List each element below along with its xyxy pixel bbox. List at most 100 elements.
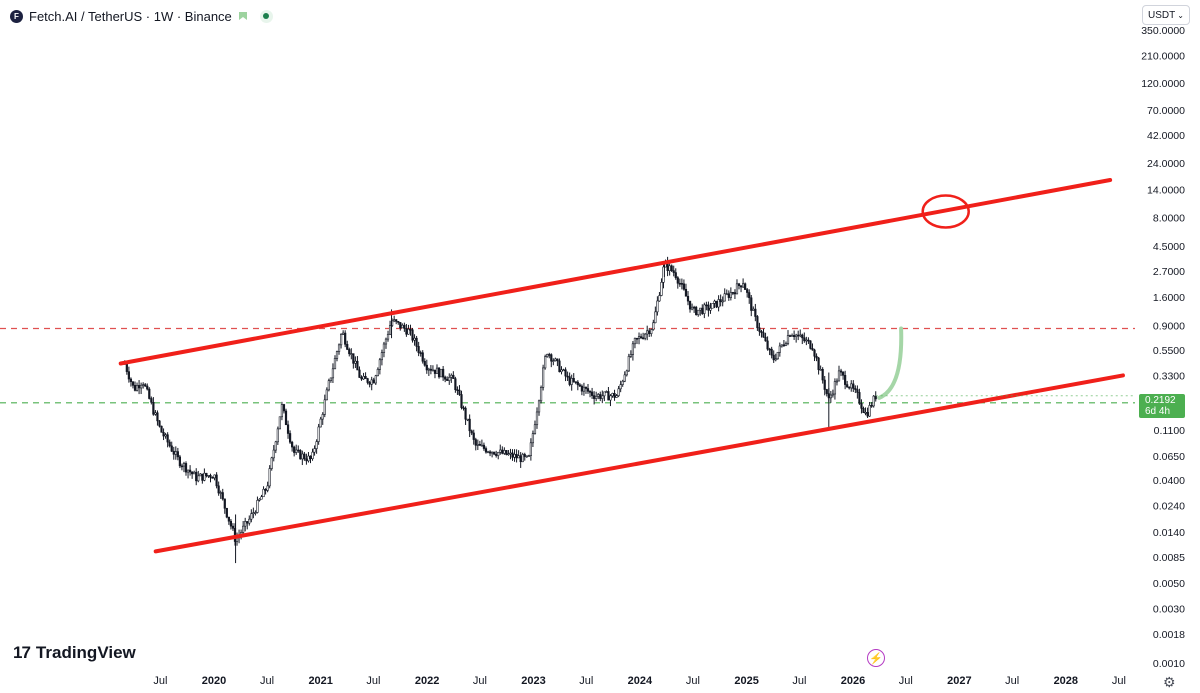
candle[interactable] bbox=[468, 414, 471, 438]
candle[interactable] bbox=[384, 337, 388, 349]
candle[interactable] bbox=[735, 279, 739, 295]
candle[interactable] bbox=[558, 358, 561, 373]
candle[interactable] bbox=[590, 387, 594, 399]
candle[interactable] bbox=[690, 303, 694, 311]
candle[interactable] bbox=[788, 334, 792, 337]
candle[interactable] bbox=[450, 373, 453, 383]
candle[interactable] bbox=[409, 324, 412, 336]
candle[interactable] bbox=[166, 432, 169, 448]
candle[interactable] bbox=[817, 356, 820, 375]
candle[interactable] bbox=[644, 332, 647, 341]
candle[interactable] bbox=[464, 406, 467, 425]
candle[interactable] bbox=[335, 350, 339, 362]
candle[interactable] bbox=[423, 358, 426, 367]
candle[interactable] bbox=[601, 390, 604, 404]
candle[interactable] bbox=[803, 332, 806, 343]
candle[interactable] bbox=[178, 454, 181, 469]
candle[interactable] bbox=[531, 430, 535, 448]
candle[interactable] bbox=[284, 408, 288, 426]
candle[interactable] bbox=[635, 337, 639, 345]
candle[interactable] bbox=[676, 276, 679, 289]
candle[interactable] bbox=[393, 315, 396, 323]
candle[interactable] bbox=[344, 330, 347, 348]
candle[interactable] bbox=[327, 378, 330, 392]
candle[interactable] bbox=[588, 390, 592, 398]
candle[interactable] bbox=[246, 521, 249, 530]
candle[interactable] bbox=[578, 383, 581, 388]
candle[interactable] bbox=[315, 439, 318, 454]
candle[interactable] bbox=[615, 394, 618, 398]
candle[interactable] bbox=[852, 380, 855, 393]
candle[interactable] bbox=[835, 378, 839, 386]
candle[interactable] bbox=[354, 356, 357, 369]
candle[interactable] bbox=[493, 451, 496, 456]
candle[interactable] bbox=[266, 481, 269, 493]
candle[interactable] bbox=[342, 330, 345, 335]
candle[interactable] bbox=[513, 449, 516, 462]
candle[interactable] bbox=[633, 337, 637, 349]
candle[interactable] bbox=[778, 342, 781, 357]
candle[interactable] bbox=[227, 516, 230, 525]
candle[interactable] bbox=[172, 446, 175, 460]
candle[interactable] bbox=[213, 474, 216, 481]
candle[interactable] bbox=[674, 268, 677, 280]
candle[interactable] bbox=[607, 386, 610, 401]
candle[interactable] bbox=[472, 429, 475, 445]
candle[interactable] bbox=[774, 353, 777, 362]
candle[interactable] bbox=[293, 445, 296, 457]
candle[interactable] bbox=[148, 387, 151, 400]
candle[interactable] bbox=[805, 336, 808, 346]
candle[interactable] bbox=[825, 388, 828, 397]
candle[interactable] bbox=[478, 440, 481, 446]
candle[interactable] bbox=[301, 450, 304, 466]
candle[interactable] bbox=[278, 416, 281, 430]
candle[interactable] bbox=[568, 372, 571, 387]
candle[interactable] bbox=[678, 278, 681, 287]
candle[interactable] bbox=[511, 449, 514, 461]
candle[interactable] bbox=[264, 488, 267, 495]
candle[interactable] bbox=[501, 446, 504, 455]
candle[interactable] bbox=[193, 470, 196, 475]
candle[interactable] bbox=[331, 363, 335, 383]
candle[interactable] bbox=[197, 470, 200, 483]
candle[interactable] bbox=[682, 279, 686, 291]
candle[interactable] bbox=[270, 456, 273, 471]
candle[interactable] bbox=[205, 472, 208, 478]
candle[interactable] bbox=[176, 447, 179, 461]
candle[interactable] bbox=[537, 399, 541, 416]
candle[interactable] bbox=[188, 465, 192, 476]
candle[interactable] bbox=[299, 449, 302, 460]
candle[interactable] bbox=[168, 439, 171, 448]
candle[interactable] bbox=[786, 330, 790, 346]
candle[interactable] bbox=[288, 430, 292, 444]
candle[interactable] bbox=[203, 468, 206, 482]
candle[interactable] bbox=[548, 352, 551, 359]
candle[interactable] bbox=[764, 332, 767, 342]
candle[interactable] bbox=[201, 473, 204, 484]
candle[interactable] bbox=[576, 380, 579, 391]
candle[interactable] bbox=[250, 509, 253, 523]
candle[interactable] bbox=[417, 341, 420, 357]
candle[interactable] bbox=[613, 389, 616, 401]
candle[interactable] bbox=[784, 341, 788, 347]
candle[interactable] bbox=[717, 295, 720, 312]
candle[interactable] bbox=[152, 397, 155, 416]
candle[interactable] bbox=[546, 353, 549, 358]
candle[interactable] bbox=[688, 300, 692, 313]
candle[interactable] bbox=[321, 412, 324, 425]
candle[interactable] bbox=[656, 296, 659, 316]
candle[interactable] bbox=[421, 350, 424, 364]
candle[interactable] bbox=[150, 396, 153, 405]
candle[interactable] bbox=[431, 365, 435, 372]
candle[interactable] bbox=[186, 469, 190, 479]
candle[interactable] bbox=[654, 306, 657, 324]
candle[interactable] bbox=[403, 322, 406, 332]
candle[interactable] bbox=[623, 371, 626, 383]
candle[interactable] bbox=[215, 472, 218, 489]
candle[interactable] bbox=[707, 301, 710, 317]
candle[interactable] bbox=[815, 353, 818, 362]
candle[interactable] bbox=[552, 358, 555, 366]
candle[interactable] bbox=[142, 382, 145, 389]
candle[interactable] bbox=[550, 353, 553, 368]
candle[interactable] bbox=[386, 330, 390, 342]
